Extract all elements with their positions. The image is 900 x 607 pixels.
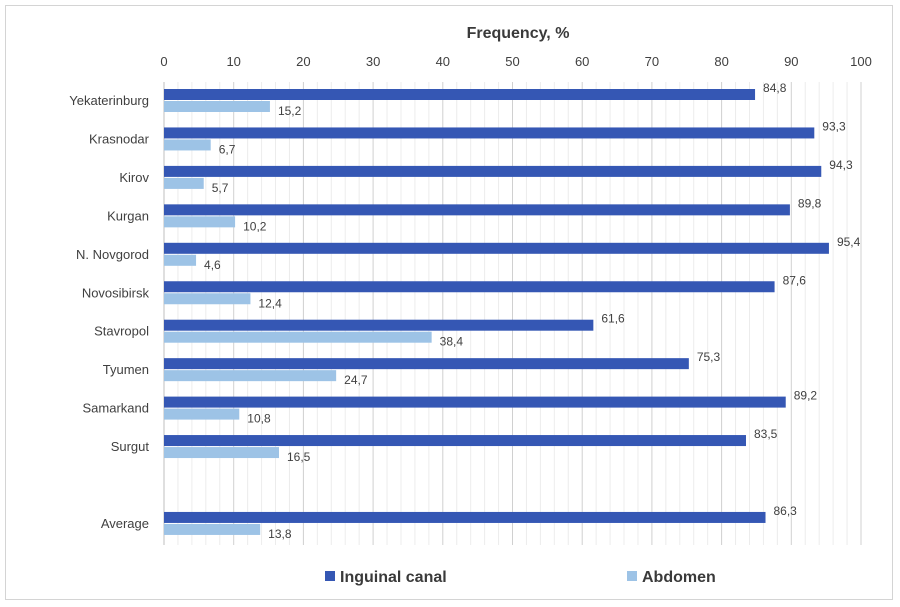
category-label: Stavropol — [94, 324, 149, 339]
category-label: Surgut — [111, 439, 150, 454]
data-label-inguinal-canal: 89,2 — [794, 389, 818, 403]
bar-inguinal-canal — [164, 89, 756, 100]
bar-abdomen — [164, 293, 251, 305]
legend-label-abdomen: Abdomen — [642, 569, 716, 586]
data-label-inguinal-canal: 75,3 — [697, 350, 721, 364]
data-label-abdomen: 24,7 — [344, 373, 368, 387]
category-label: Samarkand — [83, 401, 149, 416]
bar-abdomen — [164, 370, 337, 382]
x-tick-label: 60 — [575, 54, 589, 69]
x-tick-label: 90 — [784, 54, 798, 69]
category-labels: Yekaterinburg Krasnodar Kirov Kurgan N. Novg… — [69, 93, 149, 531]
data-label-inguinal-canal: 61,6 — [601, 312, 625, 326]
data-label-abdomen: 5,7 — [212, 181, 229, 195]
bar-abdomen — [164, 254, 197, 266]
bar-abdomen — [164, 216, 236, 228]
x-tick-label: 70 — [645, 54, 659, 69]
bar-inguinal-canal — [164, 127, 815, 139]
bars — [164, 89, 829, 535]
category-label: N. Novgorod — [76, 247, 149, 262]
category-label: Kirov — [119, 170, 149, 185]
bar-abdomen — [164, 408, 240, 420]
gridlines — [163, 82, 862, 545]
x-tick-label: 20 — [296, 54, 310, 69]
category-label: Yekaterinburg — [69, 93, 149, 108]
x-tick-label: 0 — [160, 54, 167, 69]
category-label: Kurgan — [107, 208, 149, 223]
bar-inguinal-canal — [164, 511, 766, 523]
data-label-inguinal-canal: 94,3 — [829, 158, 853, 172]
data-label-abdomen: 12,4 — [258, 296, 282, 310]
data-label-abdomen: 10,2 — [243, 219, 267, 233]
data-label-abdomen: 6,7 — [219, 142, 236, 156]
bar-inguinal-canal — [164, 396, 786, 408]
data-label-inguinal-canal: 83,5 — [754, 427, 778, 441]
bar-inguinal-canal — [164, 165, 822, 177]
x-tick-label: 40 — [436, 54, 450, 69]
bar-inguinal-canal — [164, 319, 594, 331]
chart-frame — [5, 5, 893, 600]
legend: Inguinal canal Abdomen — [325, 569, 716, 586]
x-tick-label: 80 — [714, 54, 728, 69]
bar-abdomen — [164, 101, 270, 112]
bar-abdomen — [164, 177, 204, 189]
data-label-abdomen: 16,5 — [287, 450, 311, 464]
legend-swatch-abdomen — [627, 571, 637, 581]
data-label-abdomen: 10,8 — [247, 412, 271, 426]
category-label: Novosibirsk — [82, 285, 150, 300]
bar-abdomen — [164, 331, 432, 343]
data-label-inguinal-canal: 93,3 — [822, 119, 846, 133]
x-tick-label: 10 — [226, 54, 240, 69]
category-label: Krasnodar — [89, 131, 150, 146]
legend-label-inguinal-canal: Inguinal canal — [340, 569, 447, 586]
x-tick-label: 50 — [505, 54, 519, 69]
x-axis-title: Frequency, % — [467, 25, 570, 42]
data-label-abdomen: 15,2 — [278, 104, 302, 118]
bar-inguinal-canal — [164, 358, 689, 370]
bar-inguinal-canal — [164, 281, 775, 293]
bar-inguinal-canal — [164, 204, 790, 216]
x-tick-labels: 0 10 20 30 40 50 60 70 80 90 100 — [160, 54, 871, 69]
bar-abdomen — [164, 523, 261, 535]
data-label-inguinal-canal: 87,6 — [783, 273, 807, 287]
bar-inguinal-canal — [164, 242, 829, 254]
bar-inguinal-canal — [164, 435, 746, 447]
data-label-inguinal-canal: 95,4 — [837, 235, 861, 249]
bar-abdomen — [164, 447, 280, 459]
legend-swatch-inguinal-canal — [325, 571, 335, 581]
data-label-inguinal-canal: 89,8 — [798, 196, 822, 210]
category-label: Tyumen — [103, 362, 149, 377]
data-label-inguinal-canal: 86,3 — [774, 504, 798, 518]
bar-abdomen — [164, 139, 211, 151]
x-tick-label: 100 — [850, 54, 872, 69]
category-label: Average — [101, 516, 149, 531]
data-label-abdomen: 38,4 — [440, 335, 464, 349]
data-label-inguinal-canal: 84,8 — [763, 81, 787, 95]
x-tick-label: 30 — [366, 54, 380, 69]
data-labels: 84,8 15,2 93,3 6,7 94,3 5,7 89,8 10,2 95,4 4,6 87,… — [204, 81, 861, 541]
data-label-abdomen: 4,6 — [204, 258, 221, 272]
data-label-abdomen: 13,8 — [268, 527, 292, 541]
